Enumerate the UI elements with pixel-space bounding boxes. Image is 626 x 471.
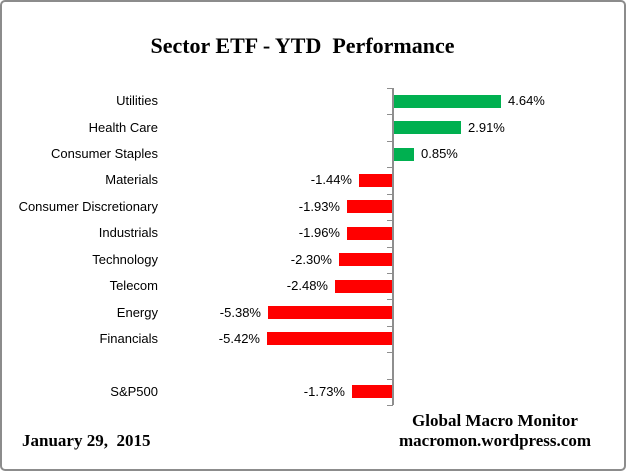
category-label-financials: Financials [99,331,158,346]
footer-date: January 29, 2015 [22,431,151,450]
axis-tick [387,141,393,142]
axis-tick [387,299,393,300]
category-label-materials: Materials [105,172,158,187]
axis-tick [387,326,393,327]
value-label-financials: -5.42% [218,331,260,346]
value-label-health-care: 2.91% [468,120,505,135]
value-label-utilities: 4.64% [508,93,545,108]
category-label-health-care: Health Care [88,120,158,135]
category-label-s-p500: S&P500 [110,384,158,399]
axis-tick [387,167,393,168]
footer-source-name: Global Macro Monitor [412,411,578,430]
value-label-telecom: -2.48% [286,278,328,293]
axis-tick [387,273,393,274]
category-label-energy: Energy [116,305,158,320]
axis-tick [387,194,393,195]
bar-industrials [347,227,392,240]
axis-tick [387,405,393,406]
axis-tick [387,352,393,353]
bar-utilities [394,95,501,108]
bar-energy [268,306,392,319]
bar-consumer-discretionary [347,200,392,213]
chart-title: Sector ETF - YTD Performance [150,33,455,58]
axis-tick [387,114,393,115]
bar-technology [339,253,392,266]
footer-source-url: macromon.wordpress.com [398,431,591,450]
bar-s-p500 [352,385,392,398]
axis-tick [387,247,393,248]
category-label-industrials: Industrials [98,225,158,240]
value-label-technology: -2.30% [290,252,332,267]
category-label-technology: Technology [92,252,158,267]
axis-tick [387,220,393,221]
category-label-telecom: Telecom [109,278,158,293]
category-label-consumer-discretionary: Consumer Discretionary [18,199,158,214]
value-label-consumer-staples: 0.85% [421,146,458,161]
value-label-s-p500: -1.73% [303,384,345,399]
y-axis-line [392,88,394,405]
bar-financials [267,332,392,345]
value-label-consumer-discretionary: -1.93% [298,199,340,214]
value-label-energy: -5.38% [219,305,261,320]
bar-telecom [335,280,392,293]
axis-tick [387,379,393,380]
category-label-consumer-staples: Consumer Staples [51,146,158,161]
footer-source: Global Macro Monitor macromon.wordpress.… [379,411,611,451]
value-label-materials: -1.44% [310,172,352,187]
value-label-industrials: -1.96% [298,225,340,240]
bar-materials [359,174,392,187]
category-label-utilities: Utilities [116,93,158,108]
bar-health-care [394,121,461,134]
axis-tick [387,88,393,89]
bar-consumer-staples [394,148,414,161]
